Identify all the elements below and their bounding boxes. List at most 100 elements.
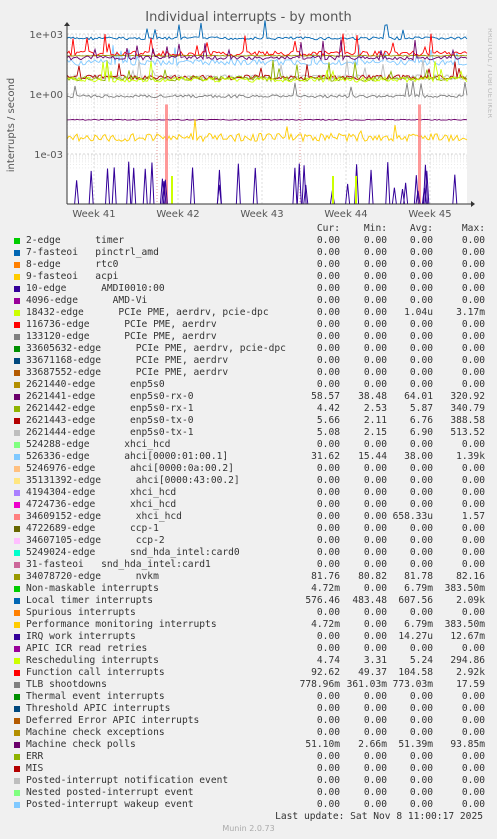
- legend-value-cur: 0.00: [316, 259, 340, 270]
- legend-swatch: [14, 754, 20, 760]
- legend-value-max: 340.79: [450, 403, 485, 414]
- legend-value-avg: 0.00: [409, 703, 433, 714]
- legend-value-avg: 607.56: [398, 595, 433, 606]
- legend-value-min: 0.00: [363, 463, 387, 474]
- legend-series-name: APIC ICR read retries: [26, 643, 148, 654]
- legend-series-name: Local timer interrupts: [26, 595, 154, 606]
- series-line-nvkm: [66, 54, 468, 57]
- series-line-tlb-shootdowns: [66, 80, 468, 99]
- legend-value-min: 0.00: [363, 319, 387, 330]
- legend-swatch: [14, 274, 20, 280]
- legend-swatch: [14, 694, 20, 700]
- legend-value-min: 0.00: [363, 559, 387, 570]
- column-header-cur: Cur:: [316, 223, 340, 234]
- legend-series-name: 9-fasteoi acpi: [26, 271, 119, 282]
- series-spike-irq-work: [142, 168, 148, 205]
- series-spike-irq-work: [235, 163, 241, 205]
- legend-value-avg: 0.00: [409, 379, 433, 390]
- legend-value-max: 0.00: [461, 439, 485, 450]
- legend-swatch: [14, 406, 20, 412]
- legend-value-min: 0.00: [363, 643, 387, 654]
- series-spike-irq-work: [74, 180, 80, 205]
- legend-swatch: [14, 490, 20, 496]
- legend-value-min: 3.31: [363, 655, 387, 666]
- series-spike-18432-edge: [332, 176, 334, 204]
- legend-series-name: 5246976-edge ahci[0000:0a:00.2]: [26, 463, 234, 474]
- legend-swatch: [14, 550, 20, 556]
- legend-value-max: 294.86: [450, 655, 485, 666]
- legend-swatch: [14, 286, 20, 292]
- legend-value-avg: 6.79m: [404, 583, 433, 594]
- legend-swatch: [14, 310, 20, 316]
- legend-value-cur: 576.46: [305, 595, 340, 606]
- legend-swatch: [14, 610, 20, 616]
- legend-series-name: Machine check polls: [26, 739, 136, 750]
- legend-value-cur: 0.00: [316, 775, 340, 786]
- legend-swatch: [14, 262, 20, 268]
- series-spike-irq-work: [301, 165, 307, 205]
- legend-value-max: 513.52: [450, 427, 485, 438]
- legend-series-name: IRQ work interrupts: [26, 631, 136, 642]
- legend-value-avg: 0.00: [409, 691, 433, 702]
- rrdtool-side-label: RRDTOOL / TOBI OETIKER: [486, 28, 492, 118]
- legend-value-cur: 778.96m: [299, 679, 340, 690]
- legend-value-cur: 0.00: [316, 511, 340, 522]
- legend-value-cur: 0.00: [316, 727, 340, 738]
- legend-series-name: 34609152-edge xhci_hcd: [26, 511, 182, 522]
- legend-value-min: 0.00: [363, 379, 387, 390]
- legend-value-min: 80.82: [358, 571, 387, 582]
- series-spike-irq-work: [161, 181, 167, 205]
- legend-swatch: [14, 454, 20, 460]
- legend-value-avg: 0.00: [409, 607, 433, 618]
- column-header-min: Min:: [363, 223, 387, 234]
- legend-value-min: 0.00: [363, 499, 387, 510]
- legend-value-max: 93.85m: [450, 739, 485, 750]
- legend-value-min: 2.11: [363, 415, 387, 426]
- legend-value-min: 0.00: [363, 511, 387, 522]
- legend-value-max: 0.00: [461, 607, 485, 618]
- series-spike-irq-work: [400, 188, 406, 205]
- legend-swatch: [14, 502, 20, 508]
- legend-value-avg: 0.00: [409, 559, 433, 570]
- y-tick-label: 1e-03: [34, 150, 63, 161]
- legend-series-name: Thermal event interrupts: [26, 691, 165, 702]
- legend-value-cur: 0.00: [316, 631, 340, 642]
- legend-series-name: Rescheduling interrupts: [26, 655, 159, 666]
- legend-series-name: 33671168-edge PCIe PME, aerdrv: [26, 355, 229, 366]
- legend-value-cur: 0.00: [316, 499, 340, 510]
- legend-value-cur: 5.08: [316, 427, 340, 438]
- legend-value-avg: 0.00: [409, 715, 433, 726]
- series-spike-irq-work: [303, 184, 309, 205]
- legend-swatch: [14, 718, 20, 724]
- legend-series-name: 2621444-edge enp5s0-tx-1: [26, 427, 194, 438]
- legend-value-min: 0.00: [363, 475, 387, 486]
- legend-series-name: 10-edge AMDI0010:00: [26, 283, 165, 294]
- legend-value-min: 0.00: [363, 703, 387, 714]
- legend-value-max: 2.92k: [456, 667, 485, 678]
- legend-value-cur: 0.00: [316, 463, 340, 474]
- series-spike-irq-work: [452, 174, 458, 205]
- legend-value-min: 38.48: [358, 391, 387, 402]
- legend-series-name: Posted-interrupt notification event: [26, 775, 229, 786]
- legend-value-cur: 0.00: [316, 271, 340, 282]
- legend-value-max: 0.00: [461, 259, 485, 270]
- legend-value-avg: 6.76: [409, 415, 433, 426]
- legend-swatch: [14, 358, 20, 364]
- legend-swatch: [14, 238, 20, 244]
- x-tick-label: Week 43: [240, 209, 283, 220]
- legend-swatch: [14, 478, 20, 484]
- munin-version: Munin 2.0.73: [222, 824, 275, 833]
- legend-value-min: 2.53: [363, 403, 387, 414]
- legend-series-name: 2621442-edge enp5s0-rx-1: [26, 403, 194, 414]
- legend-series-name: 2621440-edge enp5s0: [26, 379, 165, 390]
- legend-value-min: 0.00: [363, 799, 387, 810]
- legend-series-name: 4194304-edge xhci_hcd: [26, 487, 177, 498]
- series-spike-irq-work: [111, 167, 117, 205]
- legend-value-avg: 5.87: [409, 403, 433, 414]
- legend-value-max: 0.00: [461, 463, 485, 474]
- legend-value-max: 2.09k: [456, 595, 485, 606]
- legend-swatch: [14, 466, 20, 472]
- legend-value-avg: 51.39m: [398, 739, 433, 750]
- legend-value-cur: 0.00: [316, 235, 340, 246]
- legend-series-name: Machine check exceptions: [26, 727, 165, 738]
